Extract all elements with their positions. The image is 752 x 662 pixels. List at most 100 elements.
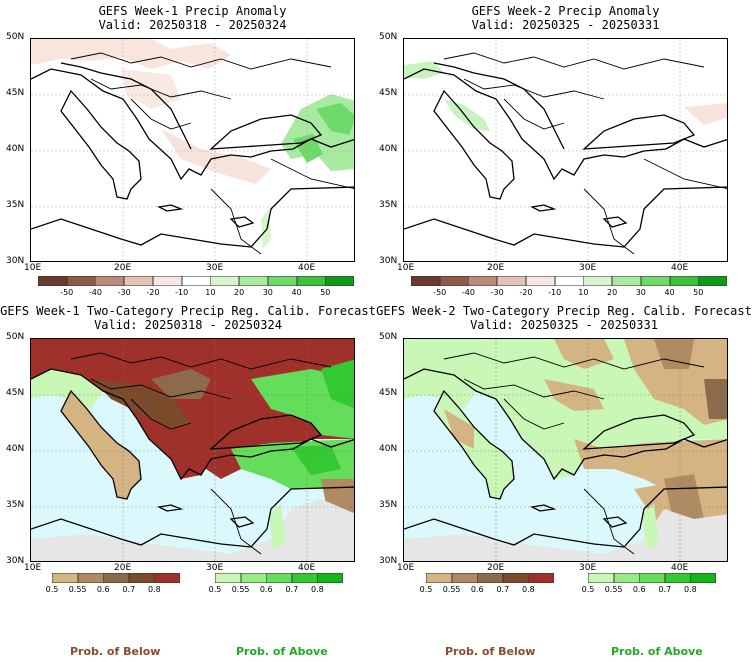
anomaly-colorbar-label: 50 <box>693 288 704 297</box>
anomaly-colorbar-swatch <box>554 276 584 286</box>
below-colorbar-swatch <box>52 573 78 583</box>
above-colorbar-swatch <box>291 573 318 583</box>
panel2-title-line2: Valid: 20250325 - 20250331 <box>471 18 660 32</box>
panel2-lat-30: 30N <box>379 256 398 266</box>
anomaly-colorbar-swatch <box>95 276 125 286</box>
anomaly-colorbar-label: 20 <box>233 288 245 297</box>
below-colorbar-label: 0.6 <box>470 585 484 594</box>
anomaly-colorbar-swatch <box>152 276 182 286</box>
below-colorbar-swatch <box>154 573 181 583</box>
panel3-lat-30: 30N <box>6 556 25 566</box>
above-colorbar-label: 0.6 <box>259 585 273 594</box>
panel3-lat-40: 40N <box>6 444 25 454</box>
panel3-lat-35: 35N <box>6 500 25 510</box>
panel1-lon-20: 20E <box>114 263 132 273</box>
anomaly-colorbar-label: 30 <box>262 288 273 297</box>
above-colorbar-label: 0.8 <box>311 585 324 594</box>
anomaly-colorbar-label: 50 <box>320 288 331 297</box>
below-colorbar-swatch <box>502 573 529 583</box>
anomaly-colorbar-label: -20 <box>146 288 160 297</box>
panel2-lon-10: 10E <box>397 263 415 273</box>
anomaly-colorbar-swatch <box>38 276 67 286</box>
prob-below-label-2: Prob. of Below <box>445 645 536 658</box>
anomaly-colorbar-swatch <box>497 276 527 286</box>
anomaly-colorbar-swatch <box>267 276 297 286</box>
anomaly-colorbar-swatch <box>468 276 498 286</box>
panel4-lon-30: 30E <box>579 563 597 573</box>
panel2-lat-45: 45N <box>379 88 398 98</box>
anomaly-colorbar-swatch <box>210 276 240 286</box>
panel2-colorbar: -50 -40 -30 -20 -10 10 20 30 40 50 <box>411 276 728 298</box>
anomaly-colorbar-label: 40 <box>664 288 675 297</box>
above-colorbar-swatch <box>266 573 293 583</box>
panel2-title: GEFS Week-2 Precip Anomaly Valid: 202503… <box>403 4 728 32</box>
panel2-lat-35: 35N <box>379 200 398 210</box>
panel2-map-svg <box>404 39 727 261</box>
panel4-lat-50: 50N <box>379 332 398 342</box>
panel3-below-colorbar: 0.5 0.55 0.6 0.7 0.8 <box>46 573 181 595</box>
anomaly-colorbar-swatch <box>411 276 440 286</box>
below-colorbar-label: 0.55 <box>68 585 87 594</box>
anomaly-colorbar-swatch <box>698 276 728 286</box>
above-colorbar-swatch <box>215 573 241 583</box>
panel2-lon-30: 30E <box>579 263 597 273</box>
panel4-map <box>403 338 728 562</box>
anomaly-colorbar-swatch <box>124 276 154 286</box>
above-colorbar-label: 0.7 <box>285 585 299 594</box>
above-colorbar-swatch <box>690 573 717 583</box>
panel1-lon-30: 30E <box>206 263 224 273</box>
panel2-map <box>403 38 728 262</box>
anomaly-colorbar-label: -10 <box>175 288 189 297</box>
anomaly-colorbar-swatch <box>239 276 269 286</box>
anomaly-colorbar-label: 10 <box>205 288 216 297</box>
panel1-lat-35: 35N <box>6 200 25 210</box>
above-colorbar-swatch <box>664 573 691 583</box>
panel1-lon-10: 10E <box>24 263 42 273</box>
panel4-lat-30: 30N <box>379 556 398 566</box>
anomaly-colorbar-label: -10 <box>548 288 562 297</box>
panel1-lat-50: 50N <box>6 32 25 42</box>
panel3-lat-45: 45N <box>6 388 25 398</box>
panel3-above-colorbar: 0.5 0.55 0.6 0.7 0.8 <box>209 573 344 595</box>
panel4-lat-40: 40N <box>379 444 398 454</box>
panel3-lon-30: 30E <box>206 563 224 573</box>
above-colorbar-swatch <box>613 573 640 583</box>
panel1-title-line2: Valid: 20250318 - 20250324 <box>98 18 287 32</box>
prob-above-label-2: Prob. of Above <box>611 645 703 658</box>
above-colorbar-label: 0.5 <box>208 585 222 594</box>
panel4-title-line2: Valid: 20250325 - 20250331 <box>470 318 658 332</box>
anomaly-colorbar-swatch <box>640 276 670 286</box>
below-colorbar-label: 0.7 <box>496 585 510 594</box>
above-colorbar-swatch <box>240 573 267 583</box>
anomaly-colorbar-label: -50 <box>433 288 447 297</box>
anomaly-colorbar-label: -30 <box>490 288 504 297</box>
above-colorbar-label: 0.8 <box>684 585 697 594</box>
panel3-map-svg <box>31 339 354 561</box>
anomaly-colorbar-swatch <box>612 276 642 286</box>
panel2-lon-20: 20E <box>487 263 505 273</box>
anomaly-colorbar-label: 40 <box>291 288 302 297</box>
panel3-lon-20: 20E <box>114 563 132 573</box>
above-colorbar-label: 0.7 <box>658 585 672 594</box>
below-colorbar-label: 0.7 <box>122 585 136 594</box>
below-colorbar-label: 0.55 <box>442 585 461 594</box>
panel2-title-line1: GEFS Week-2 Precip Anomaly <box>471 4 660 18</box>
panel3-title-line2: Valid: 20250318 - 20250324 <box>94 318 282 332</box>
anomaly-colorbar-swatch <box>296 276 326 286</box>
panel4-lat-45: 45N <box>379 388 398 398</box>
panel4-lon-10: 10E <box>397 563 415 573</box>
anomaly-colorbar-label: 20 <box>606 288 618 297</box>
below-colorbar-swatch <box>451 573 478 583</box>
anomaly-colorbar-label: 30 <box>635 288 646 297</box>
below-colorbar-label: 0.8 <box>148 585 161 594</box>
panel3-map <box>30 338 355 562</box>
anomaly-colorbar-swatch <box>325 276 355 286</box>
below-colorbar-label: 0.5 <box>45 585 59 594</box>
anomaly-colorbar-swatch <box>669 276 699 286</box>
panel1-colorbar: -50 -40 -30 -20 -10 10 20 30 40 50 <box>38 276 355 298</box>
anomaly-colorbar-swatch <box>439 276 469 286</box>
anomaly-colorbar-swatch <box>181 276 211 286</box>
below-colorbar-swatch <box>77 573 104 583</box>
panel4-map-svg <box>404 339 727 561</box>
panel1-title-line1: GEFS Week-1 Precip Anomaly <box>98 4 287 18</box>
